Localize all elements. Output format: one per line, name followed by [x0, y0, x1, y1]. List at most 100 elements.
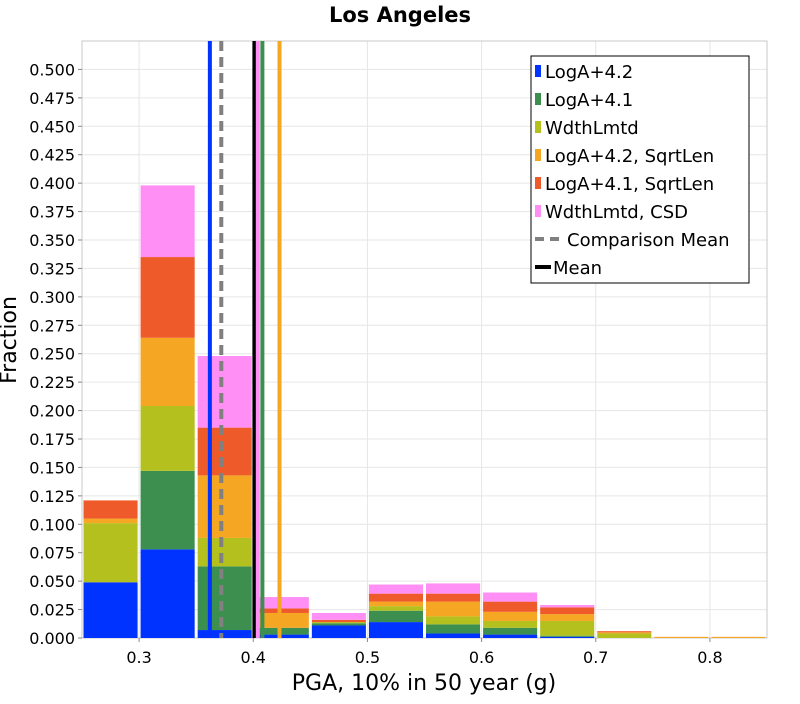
- legend-swatch: [535, 93, 541, 105]
- bars: [83, 185, 766, 638]
- y-tick-label: 0.125: [29, 487, 75, 506]
- bar-segment: [140, 257, 195, 338]
- legend-label: WdthLmtd: [545, 118, 639, 139]
- bar-segment: [540, 620, 595, 636]
- legend: LogA+4.2 LogA+4.1 WdthLmtd LogA+4.2, SqrtLe…: [530, 55, 750, 284]
- bar-segment: [311, 622, 366, 624]
- bar-segment: [597, 633, 652, 638]
- bar-segment: [140, 337, 195, 407]
- mean-lines: [207, 41, 282, 638]
- bar-segment: [197, 427, 252, 476]
- bar-segment: [140, 185, 195, 258]
- bar-segment: [197, 566, 252, 631]
- x-tick-label: 0.8: [697, 648, 722, 667]
- y-tick-label: 0.100: [29, 515, 75, 534]
- bar-segment: [311, 619, 366, 623]
- y-tick-label: 0.325: [29, 259, 75, 278]
- bar-segment: [254, 612, 309, 628]
- bar-segment: [368, 610, 423, 623]
- x-tick-label: 0.3: [126, 648, 151, 667]
- bar-segment: [483, 627, 538, 635]
- bar-segment: [654, 636, 709, 638]
- bar-segment: [540, 635, 595, 637]
- legend-label: LogA+4.2, SqrtLen: [545, 146, 714, 167]
- x-tick-label: 0.7: [583, 648, 608, 667]
- bar-segment: [483, 611, 538, 621]
- bar-segment: [597, 631, 652, 633]
- y-tick-label: 0.050: [29, 572, 75, 591]
- y-tick-label: 0.025: [29, 601, 75, 620]
- y-axis: 0.000 0.025 0.050 0.075 0.100 0.125 0.150 0.175…: [29, 60, 82, 648]
- legend-label: LogA+4.1, SqrtLen: [545, 174, 714, 195]
- x-axis-label: PGA, 10% in 50 year (g): [292, 671, 556, 696]
- y-tick-label: 0.225: [29, 373, 75, 392]
- legend-label: LogA+4.2: [545, 62, 633, 83]
- bar-segment: [426, 593, 481, 602]
- legend-label: WdthLmtd, CSD: [545, 202, 688, 223]
- y-tick-label: 0.275: [29, 316, 75, 335]
- bar-segment: [197, 475, 252, 538]
- legend-swatch: [535, 149, 541, 161]
- bar-segment: [483, 601, 538, 612]
- bar-segment: [483, 634, 538, 638]
- y-tick-label: 0.500: [29, 60, 75, 79]
- bar-segment: [254, 634, 309, 638]
- bar-segment: [311, 623, 366, 626]
- bar-segment: [197, 537, 252, 567]
- legend-label: Mean: [553, 258, 602, 279]
- bar-segment: [483, 620, 538, 628]
- bar-segment: [426, 624, 481, 634]
- bar-segment: [597, 632, 652, 634]
- bar-segment: [254, 627, 309, 635]
- y-tick-label: 0.175: [29, 430, 75, 449]
- y-tick-label: 0.450: [29, 117, 75, 136]
- bar-segment: [311, 612, 366, 620]
- bar-segment: [140, 470, 195, 550]
- legend-swatch: [535, 177, 541, 189]
- bar-segment: [540, 605, 595, 608]
- x-axis: 0.3 0.4 0.5 0.6 0.7 0.8: [126, 638, 723, 667]
- bar-segment: [426, 633, 481, 638]
- y-tick-label: 0.000: [29, 629, 75, 648]
- y-tick-label: 0.425: [29, 146, 75, 165]
- bar-segment: [483, 592, 538, 602]
- bar-segment: [140, 406, 195, 471]
- legend-label: LogA+4.1: [545, 90, 633, 111]
- x-tick-label: 0.6: [469, 648, 494, 667]
- y-tick-label: 0.075: [29, 544, 75, 563]
- bar-segment: [83, 518, 138, 524]
- bar-segment: [140, 549, 195, 638]
- legend-box: [530, 55, 750, 284]
- bar-segment: [426, 601, 481, 617]
- bar-segment: [83, 500, 138, 519]
- y-axis-label: Fraction: [0, 296, 22, 384]
- bar-segment: [368, 606, 423, 611]
- bar-segment: [83, 582, 138, 638]
- bar-segment: [197, 630, 252, 638]
- bar-segment: [254, 597, 309, 609]
- legend-swatch: [535, 65, 541, 77]
- y-tick-label: 0.200: [29, 402, 75, 421]
- y-tick-label: 0.150: [29, 458, 75, 477]
- bar-segment: [426, 583, 481, 594]
- legend-label: Comparison Mean: [567, 230, 730, 251]
- bar-segment: [540, 636, 595, 638]
- bar-segment: [368, 593, 423, 602]
- chart-title: Los Angeles: [329, 3, 471, 27]
- bar-segment: [83, 523, 138, 583]
- y-tick-label: 0.375: [29, 203, 75, 222]
- legend-swatch: [535, 205, 541, 217]
- bar-segment: [368, 601, 423, 607]
- bar-segment: [540, 607, 595, 615]
- bar-segment: [426, 616, 481, 625]
- x-tick-label: 0.5: [355, 648, 380, 667]
- bar-segment: [540, 614, 595, 621]
- y-tick-label: 0.475: [29, 89, 75, 108]
- bar-segment: [368, 584, 423, 594]
- x-tick-label: 0.4: [241, 648, 266, 667]
- bar-segment: [711, 636, 766, 638]
- bar-segment: [197, 355, 252, 428]
- bar-segment: [368, 622, 423, 638]
- plot-area: [81, 40, 768, 639]
